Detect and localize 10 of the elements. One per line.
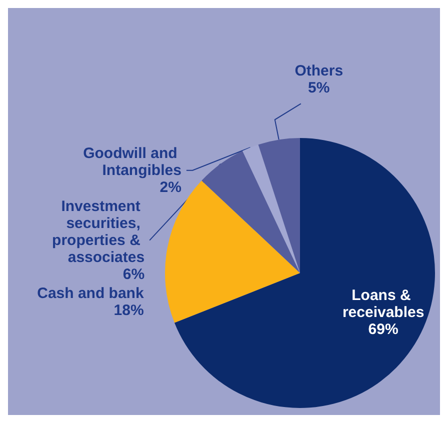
data-label: 69%	[368, 321, 398, 338]
slice-label: Goodwill and Intangibles	[83, 144, 182, 179]
data-label: 6%	[122, 266, 145, 283]
data-label: 18%	[114, 302, 144, 319]
slice-label: Loans & receivables	[342, 287, 424, 322]
slice-label: Others	[294, 62, 344, 80]
slice-label: Cash and bank	[37, 284, 144, 302]
slice-label: Investment securities, properties & associates	[52, 198, 145, 266]
data-label: 2%	[160, 178, 182, 196]
data-label: 5%	[308, 80, 330, 97]
